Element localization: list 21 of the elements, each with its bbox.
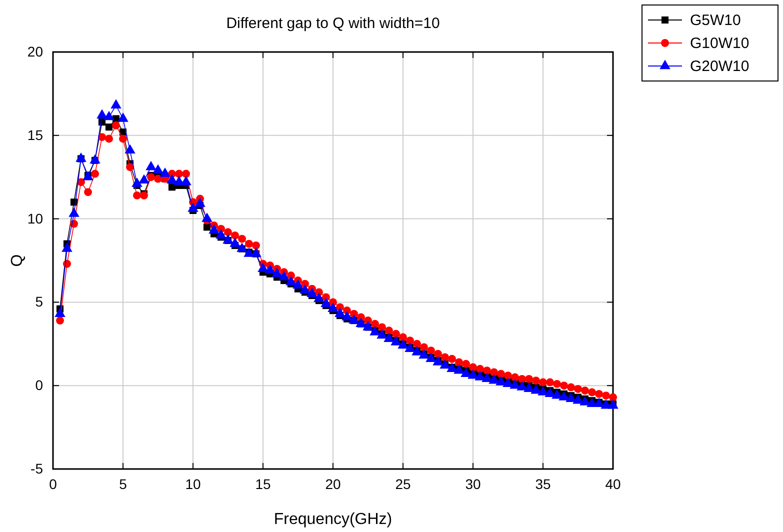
x-tick-label: 15 bbox=[255, 476, 271, 492]
y-axis-title: Q bbox=[9, 254, 26, 267]
y-tick-label: 10 bbox=[27, 210, 44, 226]
y-tick-label: -5 bbox=[30, 460, 44, 476]
legend-label: G5W10 bbox=[690, 12, 741, 29]
x-tick-label: 0 bbox=[49, 476, 58, 492]
x-tick-label: 5 bbox=[119, 476, 128, 492]
chart-title: Different gap to Q with width=10 bbox=[226, 15, 440, 32]
x-tick-label: 25 bbox=[395, 476, 411, 492]
y-tick-label: 15 bbox=[27, 126, 44, 143]
x-tick-label: 40 bbox=[605, 476, 621, 492]
x-tick-label: 20 bbox=[325, 476, 341, 492]
y-tick-label: 5 bbox=[35, 294, 44, 310]
legend-label: G10W10 bbox=[690, 35, 750, 52]
legend-label: G20W10 bbox=[690, 58, 750, 75]
x-tick-label: 30 bbox=[465, 476, 481, 492]
x-axis-title: Frequency(GHz) bbox=[274, 511, 392, 528]
x-tick-label: 10 bbox=[185, 476, 201, 492]
y-tick-label: 0 bbox=[35, 377, 44, 394]
x-tick-label: 35 bbox=[535, 476, 551, 492]
y-tick-label: 20 bbox=[27, 43, 44, 60]
